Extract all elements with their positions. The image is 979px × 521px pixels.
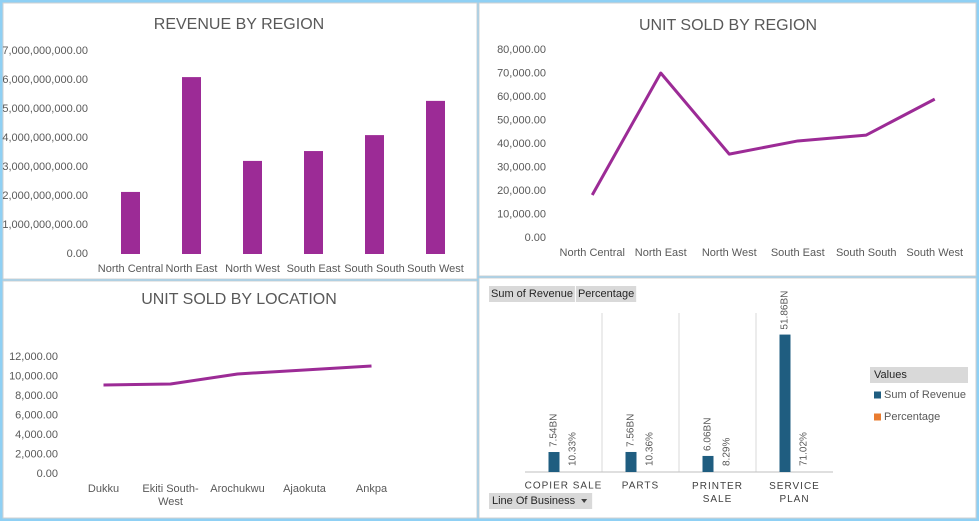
y-tick-label: 0.00 — [67, 248, 88, 260]
chart-title: UNIT SOLD BY REGION — [639, 17, 817, 34]
line — [103, 364, 372, 387]
x-tick-label: COPIER SALE — [525, 481, 603, 492]
field-button-label[interactable]: Percentage — [578, 288, 634, 300]
y-tick-label: 2,000,000,000.00 — [2, 190, 88, 202]
field-button[interactable] — [575, 286, 637, 302]
y-tick-label: 0.00 — [525, 232, 546, 244]
x-tick-label: PRINTER SALE — [692, 481, 743, 505]
x-tick-label: North Central — [560, 247, 625, 259]
data-label: 8.29% — [722, 438, 733, 466]
x-tick-label: North West — [225, 263, 280, 275]
x-tick-label: South South — [344, 263, 405, 275]
x-tick-label: Arochukwu — [210, 483, 264, 495]
x-tick-label: North East — [166, 263, 218, 275]
panel — [2, 280, 478, 519]
y-tick-label: 6,000.00 — [15, 409, 58, 421]
y-tick-label: 2,000.00 — [15, 448, 58, 460]
y-tick-label: 4,000.00 — [15, 429, 58, 441]
x-tick-label: North Central — [98, 263, 163, 275]
y-tick-label: 8,000.00 — [15, 390, 58, 402]
bar — [625, 451, 637, 472]
x-tick-label: Dukku — [88, 483, 119, 495]
y-tick-label: 20,000.00 — [497, 185, 546, 197]
x-tick-label: Ajaokuta — [283, 483, 327, 495]
y-tick-label: 12,000.00 — [9, 351, 58, 363]
data-label: 10.36% — [645, 432, 656, 466]
x-tick-label: Ekiti South-West — [142, 483, 199, 508]
y-tick-label: 0.00 — [37, 468, 58, 480]
data-label: 51.86BN — [780, 291, 791, 330]
y-tick-label: 3,000,000,000.00 — [2, 161, 88, 173]
legend-label: Sum of Revenue — [884, 389, 966, 401]
y-tick-label: 70,000.00 — [497, 67, 546, 79]
chart-title: REVENUE BY REGION — [154, 16, 324, 33]
y-tick-label: 60,000.00 — [497, 91, 546, 103]
data-label: 7.56BN — [626, 414, 637, 447]
chart-title: UNIT SOLD BY LOCATION — [141, 291, 337, 308]
x-tick-label: North West — [702, 247, 757, 259]
legend-label: Percentage — [884, 411, 940, 423]
bar — [304, 151, 323, 254]
legend-title: Values — [874, 369, 907, 381]
data-label: 6.06BN — [703, 418, 714, 451]
x-tick-label: Ankpa — [356, 483, 388, 495]
field-button[interactable] — [489, 286, 575, 302]
panel — [478, 277, 977, 519]
y-tick-label: 10,000.00 — [9, 370, 58, 382]
y-tick-label: 50,000.00 — [497, 114, 546, 126]
panel — [2, 2, 478, 280]
field-button-label[interactable]: Line Of Business — [492, 495, 576, 507]
y-tick-label: 6,000,000,000.00 — [2, 74, 88, 86]
x-tick-label: South East — [771, 247, 825, 259]
y-tick-label: 4,000,000,000.00 — [2, 132, 88, 144]
x-tick-label: South East — [287, 263, 341, 275]
x-tick-label: SERVICE PLAN — [769, 481, 820, 505]
y-tick-label: 10,000.00 — [497, 208, 546, 220]
x-tick-label: South South — [836, 247, 897, 259]
field-button-label[interactable]: Sum of Revenue — [491, 288, 573, 300]
bar — [121, 191, 140, 254]
legend-swatch — [874, 391, 881, 399]
legend-swatch — [874, 413, 881, 421]
bar — [243, 160, 262, 254]
y-tick-label: 40,000.00 — [497, 138, 546, 150]
dropdown-arrow[interactable] — [581, 499, 588, 503]
y-tick-label: 5,000,000,000.00 — [2, 103, 88, 115]
y-tick-label: 80,000.00 — [497, 44, 546, 56]
field-button[interactable] — [489, 493, 593, 509]
bar — [426, 100, 445, 254]
x-tick-label: North East — [635, 247, 687, 259]
bar — [365, 135, 384, 254]
y-tick-label: 1,000,000,000.00 — [2, 219, 88, 231]
x-tick-label: South West — [407, 263, 464, 275]
y-tick-label: 30,000.00 — [497, 161, 546, 173]
legend-header — [870, 367, 968, 383]
bar — [779, 334, 791, 472]
y-tick-label: 7,000,000,000.00 — [2, 45, 88, 57]
data-label: 10.33% — [568, 432, 579, 466]
bar — [702, 455, 714, 472]
panel — [478, 2, 977, 277]
data-label: 71.02% — [799, 432, 810, 466]
line — [590, 71, 936, 196]
data-label: 7.54BN — [549, 414, 560, 447]
x-tick-label: PARTS — [622, 481, 659, 492]
bar — [182, 77, 201, 254]
x-tick-label: South West — [906, 247, 963, 259]
bar — [548, 452, 560, 472]
